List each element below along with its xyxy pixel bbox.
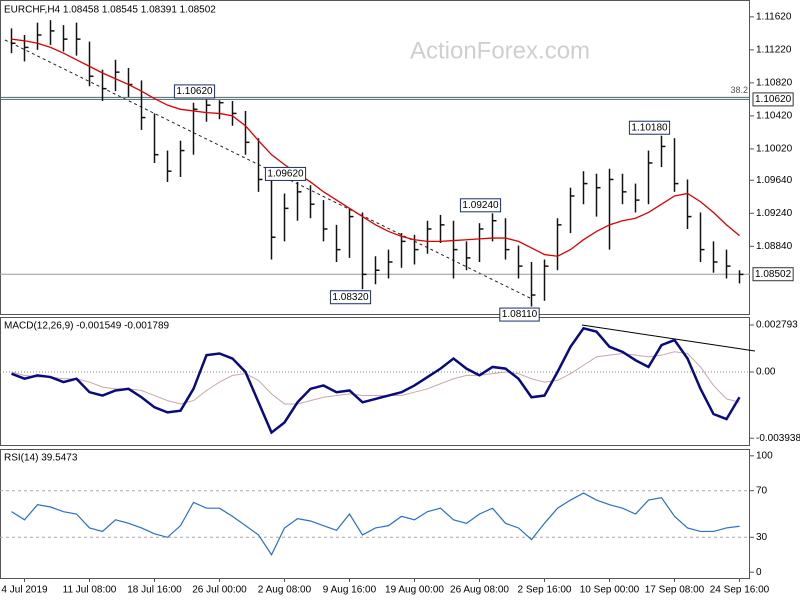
y-tick-label: -0.003938 xyxy=(756,433,800,444)
y-tick-label: 0.00 xyxy=(756,367,776,378)
last-price-label: 1.08502 xyxy=(755,269,792,280)
rsi-line xyxy=(11,492,740,556)
x-tick-label: 10 Sep 00:00 xyxy=(580,585,640,596)
macd-title: MACD(12,26,9) -0.001549 -0.001789 xyxy=(4,321,170,332)
y-tick-label: 70 xyxy=(756,485,768,496)
x-tick-label: 11 Jul 08:00 xyxy=(63,585,117,596)
last-price-label-box xyxy=(752,267,794,282)
x-tick-label: 19 Aug 00:00 xyxy=(385,585,444,596)
x-tick-label: 18 Jul 16:00 xyxy=(127,585,182,596)
y-tick-label: 1.10820 xyxy=(756,78,793,89)
macd-panel xyxy=(0,317,750,446)
y-tick-label: 0.002793 xyxy=(756,320,798,331)
fib-price-label-box xyxy=(752,92,794,107)
price-title: EURCHF,H4 1.08458 1.08545 1.08391 1.0850… xyxy=(4,5,216,16)
price-annotation-box xyxy=(329,290,372,305)
price-annotation: 1.08320 xyxy=(332,292,369,303)
price-annotation: 1.10180 xyxy=(631,122,668,133)
moving-average xyxy=(11,38,740,257)
y-tick-label: 1.08840 xyxy=(756,241,793,252)
y-tick-label: 1.09640 xyxy=(756,175,793,186)
x-tick-label: 24 Sep 16:00 xyxy=(710,585,770,596)
price-annotation-box xyxy=(173,84,216,99)
price-panel xyxy=(0,0,750,315)
price-annotation: 1.09240 xyxy=(462,200,499,211)
y-tick-label: 1.11220 xyxy=(756,45,792,56)
price-annotation-box xyxy=(628,120,671,135)
price-annotation-box xyxy=(459,198,502,213)
x-tick-label: 2 Sep 16:00 xyxy=(518,585,572,596)
trend-line xyxy=(4,39,531,299)
fib-name: 38.2 xyxy=(730,85,748,95)
y-tick-label: 1.09240 xyxy=(756,208,793,219)
y-tick-label: 100 xyxy=(756,450,773,461)
watermark: ActionForex.com xyxy=(410,37,590,64)
y-tick-label: 0 xyxy=(756,567,762,578)
price-annotation: 1.08110 xyxy=(502,309,538,320)
y-tick-label: 30 xyxy=(756,532,768,543)
x-tick-label: 9 Aug 16:00 xyxy=(323,585,377,596)
y-tick-label: 1.10020 xyxy=(756,144,793,155)
price-annotation-box xyxy=(264,166,307,181)
fib-price-label: 1.10620 xyxy=(755,94,792,105)
rsi-panel xyxy=(0,449,750,579)
y-tick-label: 1.10420 xyxy=(756,111,793,122)
x-tick-label: 26 Aug 08:00 xyxy=(450,585,509,596)
price-annotation-box xyxy=(499,307,540,322)
price-annotation: 1.10620 xyxy=(176,86,213,97)
price-annotation: 1.09620 xyxy=(267,169,304,180)
x-tick-label: 2 Aug 08:00 xyxy=(258,585,312,596)
macd-line xyxy=(11,326,741,435)
x-tick-label: 17 Sep 08:00 xyxy=(645,585,705,596)
macd-trend-line xyxy=(581,324,756,352)
signal-line xyxy=(11,351,740,405)
y-tick-label: 1.11620 xyxy=(756,11,792,22)
rsi-title: RSI(14) 39.5473 xyxy=(4,453,78,464)
x-tick-label: 4 Jul 2019 xyxy=(1,585,48,596)
x-tick-label: 26 Jul 00:00 xyxy=(192,585,247,596)
